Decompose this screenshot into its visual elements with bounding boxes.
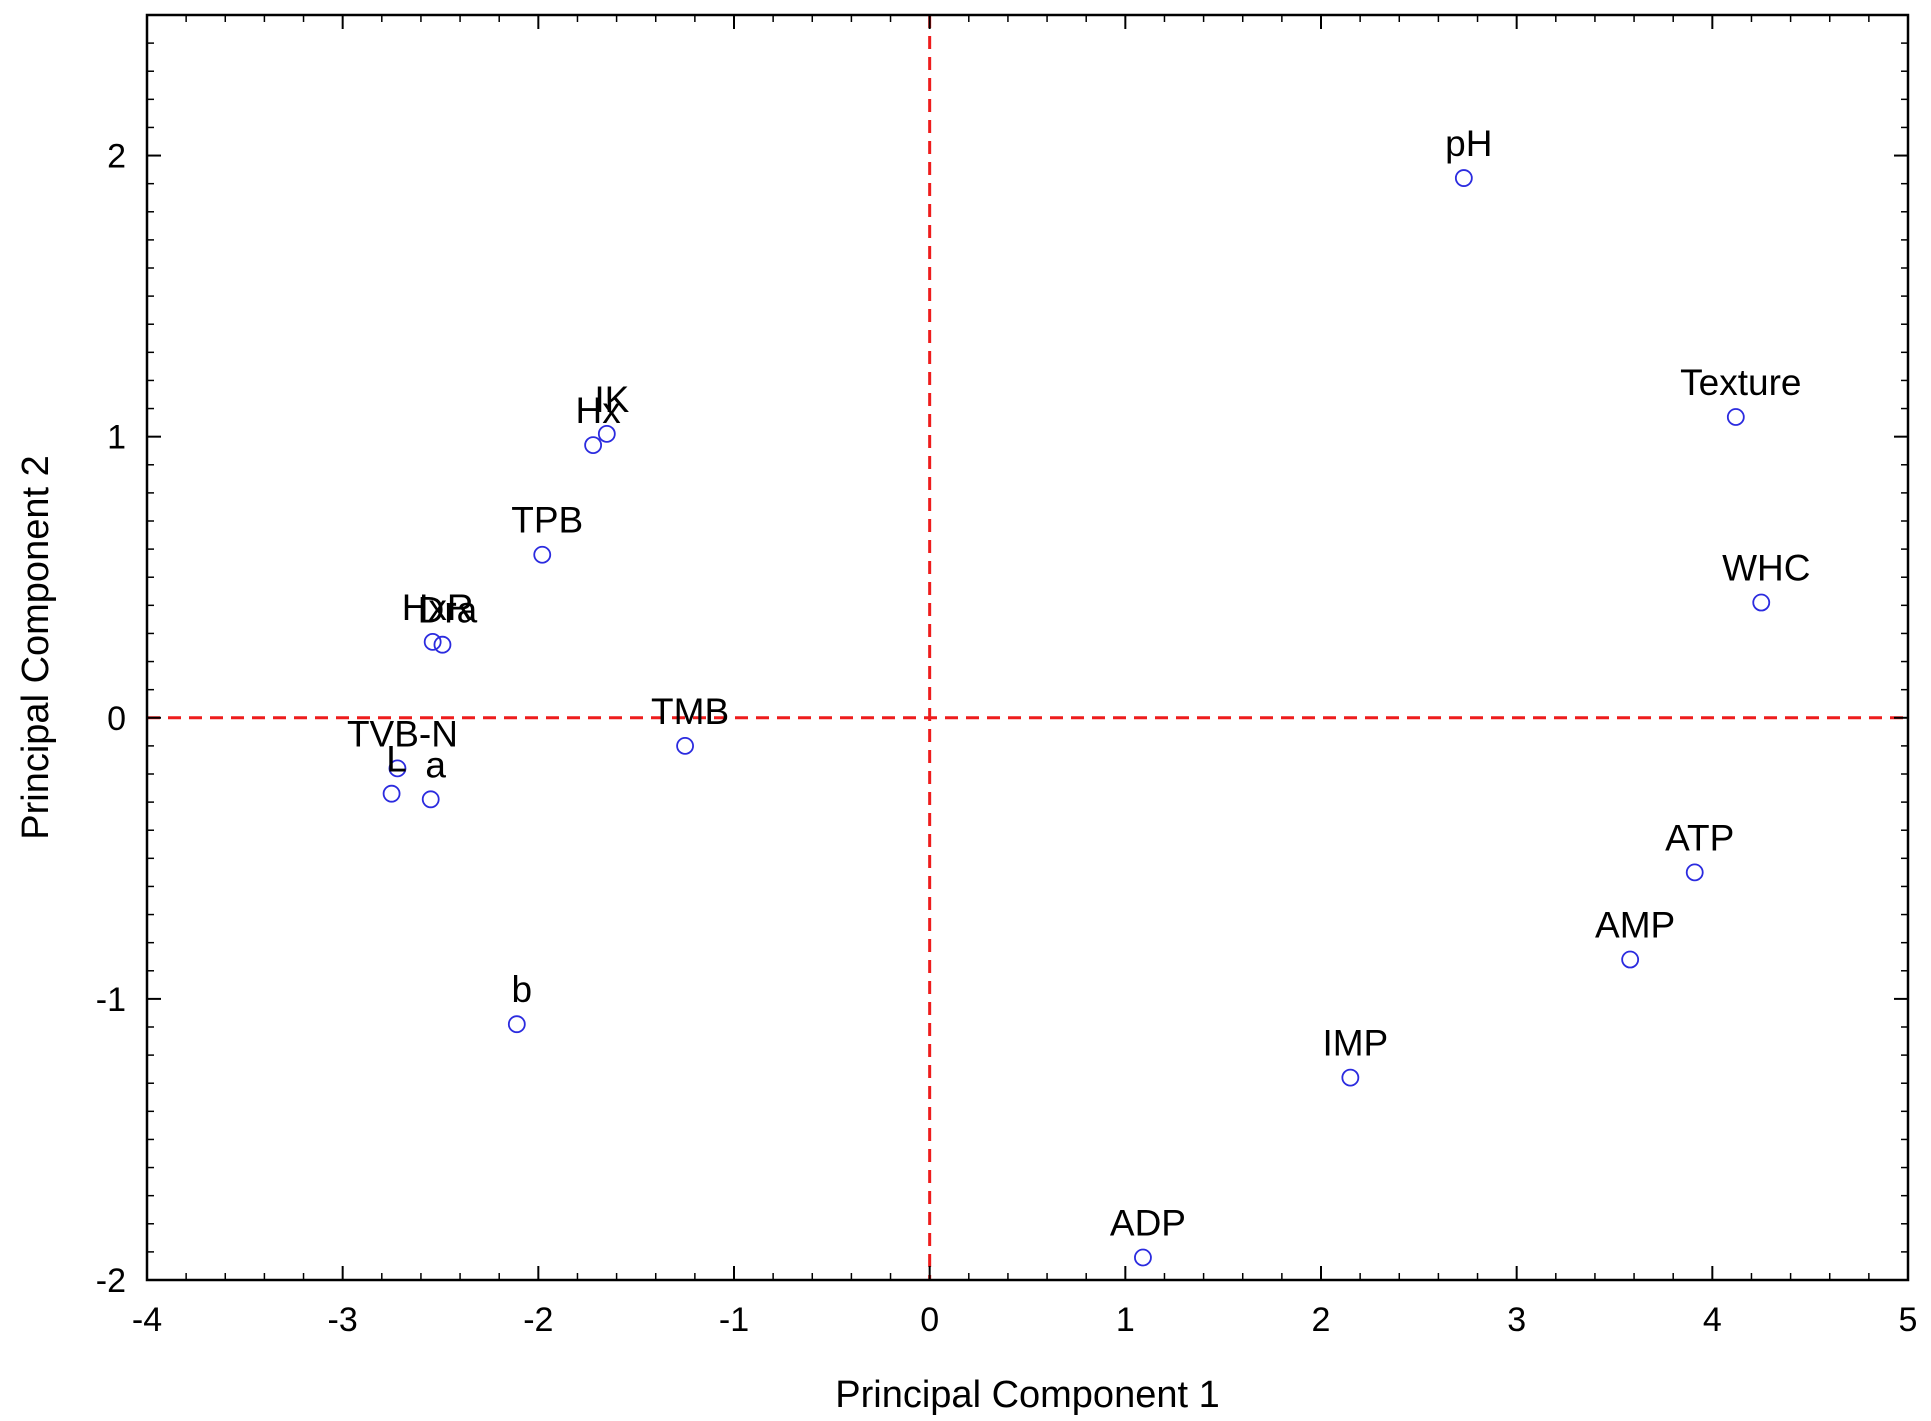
point-label: Texture	[1680, 362, 1801, 403]
x-tick-labels: -4 -3 -2 -1 0 1 2 3 4 5	[132, 1301, 1918, 1339]
data-point-hx	[584, 436, 603, 455]
point-label: Dra	[418, 590, 478, 631]
plot-frame	[145, 13, 1910, 1282]
point-label: b	[512, 969, 533, 1010]
data-point-hxr	[423, 632, 442, 651]
data-point-imp	[1341, 1068, 1360, 1087]
y-tick-label: -1	[96, 981, 126, 1019]
y-axis-title: Principal Component 2	[15, 455, 57, 839]
data-point-atp	[1685, 863, 1704, 882]
point-label: pH	[1445, 123, 1492, 164]
point-label: TPB	[511, 500, 583, 541]
data-point-adp	[1134, 1248, 1152, 1267]
data-point-dra	[433, 635, 452, 654]
point-label: L	[386, 739, 407, 780]
point-label: ADP	[1110, 1203, 1186, 1244]
point-label: IMP	[1322, 1023, 1388, 1064]
point-label: IK	[594, 379, 629, 420]
data-point-b	[507, 1015, 526, 1034]
point-label: WHC	[1722, 548, 1810, 589]
data-point-tpb	[533, 545, 552, 564]
data-point-texture	[1726, 408, 1745, 426]
point-label: a	[425, 744, 446, 785]
x-axis-title: Principal Component 1	[835, 1374, 1219, 1416]
x-tick-label: 0	[920, 1301, 939, 1339]
x-tick-label: -1	[719, 1301, 749, 1339]
x-tick-label: 3	[1507, 1301, 1526, 1339]
point-label: TMB	[651, 691, 729, 732]
y-tick-label: 0	[107, 700, 126, 738]
x-tick-label: 2	[1312, 1301, 1331, 1339]
x-tick-label: 5	[1899, 1301, 1918, 1339]
data-point-tvb-n	[388, 759, 407, 778]
data-point-ik	[597, 424, 616, 443]
point-label: TVB-N	[347, 713, 458, 754]
x-tick-label: 1	[1116, 1301, 1135, 1339]
reference-lines	[147, 15, 1908, 1280]
y-tick-label: 1	[107, 419, 126, 457]
x-tick-label: -2	[523, 1301, 553, 1339]
data-point-amp	[1621, 950, 1640, 969]
data-points	[382, 169, 1771, 1267]
point-label: ATP	[1665, 817, 1734, 858]
data-point-ph	[1454, 169, 1473, 187]
data-point-l	[382, 784, 401, 803]
x-tick-label: -4	[132, 1301, 162, 1339]
data-point-a	[421, 790, 440, 809]
point-label: Hx	[576, 390, 622, 431]
data-point-tmb	[676, 736, 694, 755]
point-label: HxR	[402, 587, 474, 628]
y-tick-labels: -2 -1 0 1 2	[96, 138, 126, 1300]
x-tick-label: -3	[328, 1301, 358, 1339]
y-tick-label: -2	[96, 1262, 126, 1300]
y-tick-label: 2	[107, 138, 126, 176]
data-point-whc	[1752, 593, 1771, 612]
point-label: AMP	[1595, 905, 1675, 946]
x-tick-label: 4	[1703, 1301, 1722, 1339]
